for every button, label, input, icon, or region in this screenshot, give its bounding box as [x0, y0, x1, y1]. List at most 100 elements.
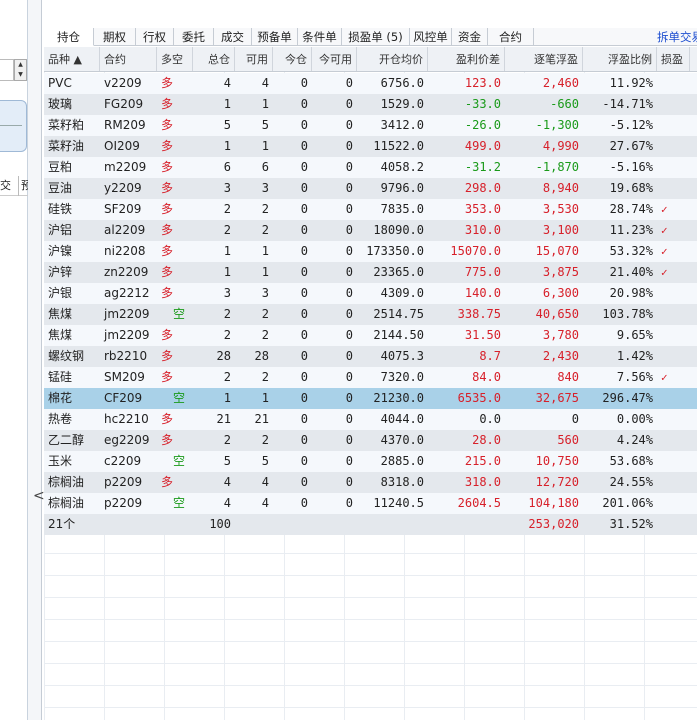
table-row[interactable]: 热卷 hc2210 多 21 21 0 0 4044.0 0.0 0 0.00%: [44, 409, 697, 430]
cell-float-pnl: 3,875: [542, 265, 579, 279]
col-header-pnl-ratio[interactable]: 浮盈比例: [583, 47, 657, 71]
left-tab-trade[interactable]: 交: [0, 179, 11, 192]
cell-direction: 空: [173, 391, 186, 405]
tab-5[interactable]: 预备单: [252, 28, 298, 46]
table-row[interactable]: 玉米 c2209 空 5 5 0 0 2885.0 215.0 10,750 53.68%: [44, 451, 697, 472]
table-row[interactable]: 菜籽油 OI209 多 1 1 0 0 11522.0 499.0 4,990 27.67%: [44, 136, 697, 157]
tab-4[interactable]: 成交: [214, 28, 252, 46]
cell-today-available: 0: [345, 118, 353, 132]
cell-variety: 豆油: [48, 181, 73, 195]
tab-2[interactable]: 行权: [136, 28, 174, 46]
check-icon: ✓: [661, 266, 668, 279]
tab-1[interactable]: 期权: [94, 28, 136, 46]
cell-open-avg: 2514.75: [373, 307, 424, 321]
check-icon: [657, 304, 690, 325]
col-header-total[interactable]: 总仓: [193, 47, 235, 71]
table-row[interactable]: 乙二醇 eg2209 多 2 2 0 0 4370.0 28.0 560 4.24%: [44, 430, 697, 451]
col-header-variety[interactable]: 品种 ▲: [44, 47, 100, 71]
cell-profit-diff: 123.0: [464, 76, 501, 90]
check-icon: [657, 346, 690, 367]
cell-total: 2: [223, 307, 231, 321]
cell-pnl-ratio: 53.68%: [609, 454, 653, 468]
table-row[interactable]: 锰硅 SM209 多 2 2 0 0 7320.0 84.0 840 7.56% ✓: [44, 367, 697, 388]
cell-pnl-ratio: 53.32%: [609, 244, 653, 258]
col-header-float-pnl[interactable]: 逐笔浮盈: [505, 47, 583, 71]
col-header-today[interactable]: 今仓: [273, 47, 312, 71]
cell-available: 1: [261, 391, 269, 405]
check-icon: ✓: [661, 203, 668, 216]
col-header-direction[interactable]: 多空: [157, 47, 193, 71]
table-row[interactable]: 玻璃 FG209 多 1 1 0 0 1529.0 -33.0 -660 -14.71%: [44, 94, 697, 115]
tab-3[interactable]: 委托: [174, 28, 214, 46]
col-header-today-available[interactable]: 今可用: [312, 47, 357, 71]
cell-profit-diff: 318.0: [464, 475, 501, 489]
quantity-input[interactable]: [0, 59, 14, 81]
col-header-open-avg[interactable]: 开仓均价: [357, 47, 428, 71]
left-tab-prep[interactable]: 预: [18, 176, 32, 196]
table-row[interactable]: 豆粕 m2209 多 6 6 0 0 4058.2 -31.2 -1,870 -5.16%: [44, 157, 697, 178]
cell-profit-diff: 28.0: [472, 433, 501, 447]
cell-direction: 多: [161, 433, 174, 447]
table-row[interactable]: 豆油 y2209 多 3 3 0 0 9796.0 298.0 8,940 19.68%: [44, 178, 697, 199]
cell-total: 4: [223, 76, 231, 90]
cell-variety: 沪锌: [48, 265, 73, 279]
cell-variety: 焦煤: [48, 328, 73, 342]
cell-float-pnl: 8,940: [542, 181, 579, 195]
cell-today: 0: [300, 118, 308, 132]
cell-direction: 多: [161, 328, 174, 342]
cell-available: 4: [261, 475, 269, 489]
check-icon: [657, 430, 690, 451]
cell-profit-diff: 310.0: [464, 223, 501, 237]
tab-0[interactable]: 持仓: [44, 28, 94, 46]
table-row[interactable]: 菜籽粕 RM209 多 5 5 0 0 3412.0 -26.0 -1,300 -5.12%: [44, 115, 697, 136]
tab-7[interactable]: 损盈单 (5): [342, 28, 410, 46]
tab-6[interactable]: 条件单: [298, 28, 342, 46]
cell-total: 1: [223, 139, 231, 153]
cell-today: 0: [300, 454, 308, 468]
table-row[interactable]: PVC v2209 多 4 4 0 0 6756.0 123.0 2,460 11.92%: [44, 73, 697, 94]
cell-float-pnl: 3,100: [542, 223, 579, 237]
table-row[interactable]: 棕榈油 p2209 空 4 4 0 0 11240.5 2604.5 104,180 201.06%: [44, 493, 697, 514]
cell-today-available: 0: [345, 496, 353, 510]
col-header-stop[interactable]: 损盈: [657, 47, 690, 71]
table-row[interactable]: 螺纹钢 rb2210 多 28 28 0 0 4075.3 8.7 2,430 1.42%: [44, 346, 697, 367]
cell-available: 2: [261, 328, 269, 342]
col-header-available[interactable]: 可用: [235, 47, 273, 71]
cell-today: 0: [300, 307, 308, 321]
table-row[interactable]: 硅铁 SF209 多 2 2 0 0 7835.0 353.0 3,530 28.74% ✓: [44, 199, 697, 220]
cell-float-pnl: 32,675: [535, 391, 579, 405]
cell-open-avg: 7320.0: [380, 370, 424, 384]
table-row[interactable]: 沪铝 al2209 多 2 2 0 0 18090.0 310.0 3,100 11.23% ✓: [44, 220, 697, 241]
quantity-stepper[interactable]: ▲ ▼: [14, 59, 27, 81]
col-header-profit-diff[interactable]: 盈利价差: [428, 47, 505, 71]
table-row[interactable]: 棕榈油 p2209 多 4 4 0 0 8318.0 318.0 12,720 24.55%: [44, 472, 697, 493]
collapse-arrow-icon[interactable]: <: [33, 488, 45, 504]
cell-direction: 空: [173, 454, 186, 468]
col-header-contract[interactable]: 合约: [100, 47, 157, 71]
cell-today: 0: [300, 349, 308, 363]
cell-direction: 多: [161, 349, 174, 363]
table-row[interactable]: 焦煤 jm2209 多 2 2 0 0 2144.50 31.50 3,780 9.65%: [44, 325, 697, 346]
table-row[interactable]: 沪锌 zn2209 多 1 1 0 0 23365.0 775.0 3,875 21.40% ✓: [44, 262, 697, 283]
table-row[interactable]: 棉花 CF209 空 1 1 0 0 21230.0 6535.0 32,675 296.47%: [44, 388, 697, 409]
split-trade-link[interactable]: 拆单交易: [657, 30, 697, 44]
splitter[interactable]: [28, 0, 42, 720]
summary-row[interactable]: 21个 100 253,020 31.52%: [44, 514, 697, 535]
cell-direction: 多: [161, 202, 174, 216]
cell-today-available: 0: [345, 370, 353, 384]
cell-variety: 21个: [48, 517, 76, 531]
cell-variety: PVC: [48, 76, 72, 90]
cell-today-available: 0: [345, 202, 353, 216]
order-button[interactable]: [0, 100, 27, 152]
tab-8[interactable]: 风控单: [410, 28, 452, 46]
table-row[interactable]: 沪银 ag2212 多 3 3 0 0 4309.0 140.0 6,300 20.98%: [44, 283, 697, 304]
check-icon: [657, 472, 690, 493]
table-row[interactable]: 沪镍 ni2208 多 1 1 0 0 173350.0 15070.0 15,070 53.32%…: [44, 241, 697, 262]
cell-variety: 焦煤: [48, 307, 73, 321]
table-row[interactable]: 焦煤 jm2209 空 2 2 0 0 2514.75 338.75 40,650 103.78%: [44, 304, 697, 325]
cell-available: 3: [261, 181, 269, 195]
cell-available: 1: [261, 265, 269, 279]
tab-9[interactable]: 资金: [452, 28, 488, 46]
cell-open-avg: 2144.50: [373, 328, 424, 342]
tab-10[interactable]: 合约: [488, 28, 534, 46]
